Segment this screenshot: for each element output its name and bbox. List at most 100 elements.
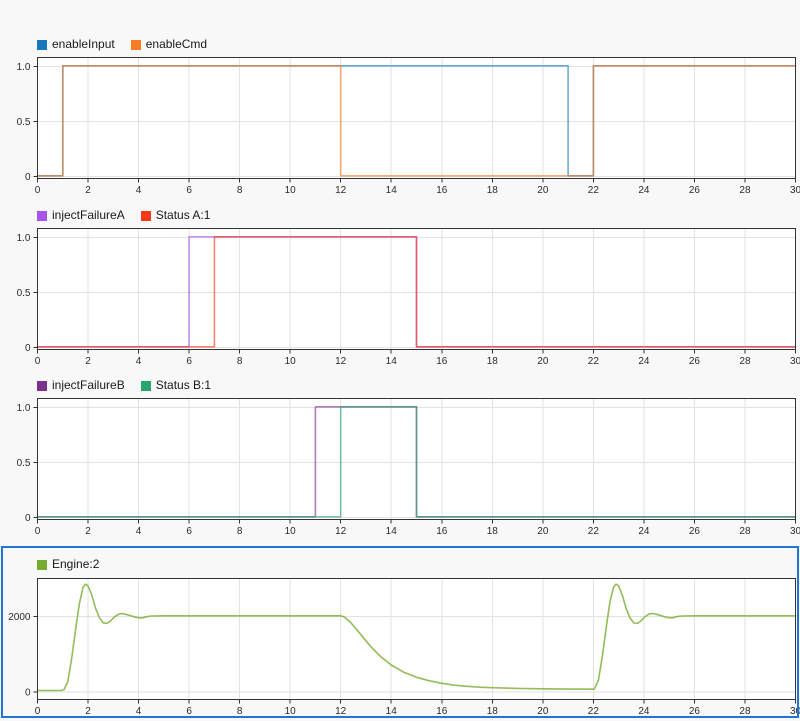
signal-line-status-b-1 xyxy=(36,406,797,518)
x-tick-label: 30 xyxy=(790,185,800,196)
x-tick-label: 0 xyxy=(35,526,41,537)
x-tick-label: 2 xyxy=(85,706,91,717)
signal-line-engine-2 xyxy=(36,583,797,692)
x-tick-label: 2 xyxy=(85,356,91,367)
legend-label: enableInput xyxy=(52,37,115,51)
x-tick-label: 18 xyxy=(487,356,499,367)
x-tick-label: 4 xyxy=(136,356,142,367)
x-tick-label: 28 xyxy=(739,706,751,717)
x-tick-label: 24 xyxy=(638,356,650,367)
signal-line-status-a-1 xyxy=(36,236,797,348)
x-tick-label: 6 xyxy=(186,706,192,717)
legend-item-enableinput[interactable]: enableInput xyxy=(37,38,115,51)
x-tick-label: 6 xyxy=(186,356,192,367)
x-tick-label: 0 xyxy=(35,706,41,717)
legend-swatch-icon xyxy=(37,559,47,570)
x-tick-label: 20 xyxy=(537,185,549,196)
x-tick-label: 26 xyxy=(689,706,701,717)
x-tick-label: 16 xyxy=(436,356,448,367)
x-tick-label: 26 xyxy=(689,526,701,537)
x-tick-label: 20 xyxy=(537,526,549,537)
x-tick-label: 22 xyxy=(588,706,600,717)
legend-label: enableCmd xyxy=(145,37,208,51)
x-tick-label: 12 xyxy=(335,526,347,537)
legend-item-status-b-1[interactable]: Status B:1 xyxy=(140,378,212,392)
y-tick-label: 2000 xyxy=(8,612,31,623)
legend-item-status-a-1[interactable]: Status A:1 xyxy=(140,208,211,222)
x-tick-label: 6 xyxy=(186,526,192,537)
legend-engine-2: Engine:2 xyxy=(37,558,99,571)
x-tick-label: 10 xyxy=(285,706,297,717)
x-tick-label: 24 xyxy=(638,706,650,717)
x-tick-label: 26 xyxy=(689,185,701,196)
x-tick-label: 2 xyxy=(85,185,91,196)
legend-label: Status B:1 xyxy=(155,378,212,392)
x-tick-label: 20 xyxy=(537,356,549,367)
x-tick-label: 16 xyxy=(436,526,448,537)
x-tick-label: 10 xyxy=(285,526,297,537)
legend-item-injectfailurea[interactable]: injectFailureA xyxy=(37,209,125,222)
x-tick-label: 30 xyxy=(790,356,800,367)
x-tick-label: 8 xyxy=(237,706,243,717)
x-tick-label: 10 xyxy=(285,356,297,367)
legend-swatch-icon xyxy=(37,380,47,391)
x-tick-label: 26 xyxy=(689,356,701,367)
y-tick-label: 1.0 xyxy=(17,233,31,244)
x-tick-label: 24 xyxy=(638,526,650,537)
legend-item-injectfailureb[interactable]: injectFailureB xyxy=(37,379,125,392)
y-tick-label: 0 xyxy=(25,172,31,183)
legend-swatch-icon xyxy=(140,380,151,391)
legend-injectfailureb: injectFailureB Status B:1 xyxy=(37,379,211,392)
y-tick-label: 1.0 xyxy=(17,403,31,414)
legend-label: injectFailureA xyxy=(52,208,125,222)
x-tick-label: 12 xyxy=(335,706,347,717)
x-tick-label: 20 xyxy=(537,706,549,717)
y-tick-label: 1.0 xyxy=(17,62,31,73)
x-tick-label: 4 xyxy=(136,706,142,717)
x-tick-label: 8 xyxy=(237,185,243,196)
y-tick-label: 0 xyxy=(25,343,31,354)
x-tick-label: 14 xyxy=(386,185,398,196)
legend-item-engine-2[interactable]: Engine:2 xyxy=(37,558,99,571)
x-tick-label: 2 xyxy=(85,526,91,537)
x-tick-label: 14 xyxy=(386,356,398,367)
legend-enableinput: enableInput enableCmd xyxy=(37,38,207,51)
x-tick-label: 8 xyxy=(237,526,243,537)
x-tick-label: 28 xyxy=(739,185,751,196)
x-tick-label: 0 xyxy=(35,185,41,196)
x-tick-label: 10 xyxy=(285,185,297,196)
legend-swatch-icon xyxy=(37,210,47,221)
x-tick-label: 16 xyxy=(436,185,448,196)
legend-label: Engine:2 xyxy=(52,557,100,571)
x-tick-label: 16 xyxy=(436,706,448,717)
x-tick-label: 6 xyxy=(186,185,192,196)
y-tick-label: 0 xyxy=(25,513,31,524)
y-tick-label: 0.5 xyxy=(17,288,31,299)
x-tick-label: 24 xyxy=(638,185,650,196)
x-tick-label: 28 xyxy=(739,356,751,367)
x-tick-label: 30 xyxy=(790,706,800,717)
x-tick-label: 22 xyxy=(588,526,600,537)
x-tick-label: 12 xyxy=(335,185,347,196)
y-tick-label: 0 xyxy=(25,687,31,698)
x-tick-label: 18 xyxy=(487,185,499,196)
x-tick-label: 4 xyxy=(136,526,142,537)
signal-line-enablecmd xyxy=(36,65,797,177)
x-tick-label: 12 xyxy=(335,356,347,367)
x-tick-label: 22 xyxy=(588,185,600,196)
legend-swatch-icon xyxy=(140,210,151,221)
legend-label: Status A:1 xyxy=(155,208,211,222)
x-tick-label: 30 xyxy=(790,526,800,537)
y-tick-label: 0.5 xyxy=(17,458,31,469)
x-tick-label: 14 xyxy=(386,706,398,717)
x-tick-label: 8 xyxy=(237,356,243,367)
x-tick-label: 28 xyxy=(739,526,751,537)
legend-item-enablecmd[interactable]: enableCmd xyxy=(130,37,208,51)
x-tick-label: 18 xyxy=(487,706,499,717)
x-tick-label: 4 xyxy=(136,185,142,196)
